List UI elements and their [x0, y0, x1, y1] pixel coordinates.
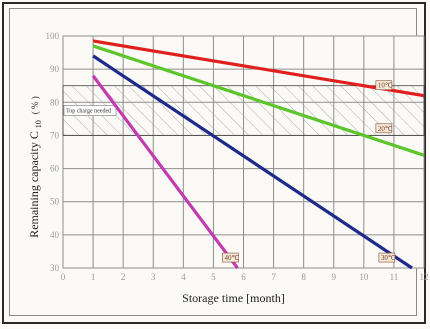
y-tick-label: 70 — [50, 130, 60, 140]
x-tick-label: 2 — [121, 272, 126, 282]
y-tick-label: 80 — [50, 97, 60, 107]
x-tick-label: 8 — [301, 272, 306, 282]
hatch-band — [62, 85, 425, 136]
series-label: 20℃ — [378, 125, 393, 133]
annotation-box — [63, 105, 117, 116]
y-tick-label: 40 — [50, 230, 60, 240]
top-charge-band: Top charge needed — [62, 85, 425, 136]
series-label: 30℃ — [381, 254, 396, 262]
x-tick-label: 3 — [151, 272, 156, 282]
x-tick-label: 10 — [359, 272, 369, 282]
x-tick-label: 0 — [61, 272, 66, 282]
x-tick-label: 5 — [211, 272, 216, 282]
x-tick-label: 6 — [241, 272, 246, 282]
series-label-box — [378, 252, 396, 263]
y-tick-label: 100 — [46, 31, 60, 41]
series-line — [92, 44, 425, 157]
series-label-box — [222, 252, 239, 263]
outer-border — [2, 2, 426, 324]
x-tick-label: 1 — [91, 272, 96, 282]
series-labels: 10℃ 20℃ 30℃ 40℃ — [222, 80, 396, 263]
y-tick-label: 50 — [50, 197, 60, 207]
y-axis-title-main: Remaining capacity C — [27, 131, 41, 238]
series-label: 40℃ — [224, 254, 239, 262]
x-tick-label: 7 — [271, 272, 276, 282]
series-label-box — [375, 80, 393, 91]
series-group — [91, 39, 425, 270]
series-line — [92, 39, 425, 98]
series-label: 10℃ — [378, 82, 393, 90]
y-tick-label: 30 — [50, 263, 60, 273]
y-tick-label: 60 — [50, 164, 60, 174]
x-axis-title: Storage time [month] — [182, 291, 285, 305]
y-axis-title-sub: 10 — [34, 120, 43, 128]
y-tick-label: 90 — [50, 64, 60, 74]
y-axis-title-unit: ( % ) — [30, 96, 40, 114]
series-line — [92, 54, 413, 270]
series-line — [91, 74, 239, 269]
series-label-box — [375, 123, 393, 134]
y-axis-title: Remaining capacity C 10 ( % ) — [27, 96, 44, 238]
annotation-text: Top charge needed — [66, 109, 111, 115]
x-tick-label: 11 — [390, 272, 399, 282]
x-tick-label: 12 — [420, 272, 429, 282]
x-tick-label: 4 — [181, 272, 186, 282]
x-tick-label: 9 — [332, 272, 337, 282]
